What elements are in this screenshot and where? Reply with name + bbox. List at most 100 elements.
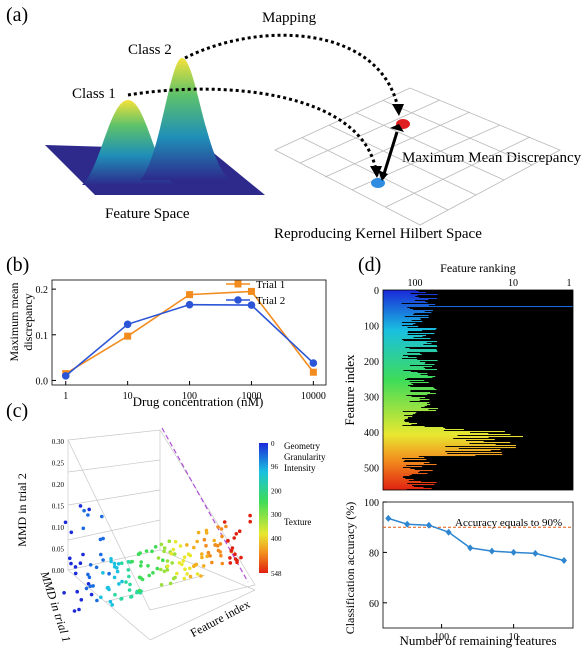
ranking-bar xyxy=(383,298,438,300)
chart-c-point xyxy=(182,576,187,581)
chart-c-point xyxy=(140,577,145,582)
ranking-bar xyxy=(383,430,444,432)
ranking-bar xyxy=(383,393,436,395)
chart-c-point xyxy=(234,532,239,536)
ranking-bar xyxy=(383,389,437,391)
ranking-bar xyxy=(383,472,419,474)
ranking-bar xyxy=(383,353,420,355)
ranking-bar xyxy=(383,457,425,459)
class2-peak xyxy=(140,58,230,180)
ranking-bar xyxy=(383,340,404,342)
ranking-bar xyxy=(383,330,423,332)
ranking-bar xyxy=(383,310,433,312)
chart-b-point xyxy=(247,301,256,309)
chart-c-point xyxy=(167,539,172,543)
ranking-bar xyxy=(383,454,503,456)
chart-c-point xyxy=(150,549,154,554)
ranking-bar xyxy=(383,365,410,367)
ranking-bar xyxy=(383,481,421,483)
chart-c-point xyxy=(228,556,232,560)
chart-c-point xyxy=(199,574,203,578)
chart-c-point xyxy=(220,561,225,566)
chart-b-ylabel-2: discrepancy xyxy=(21,293,35,350)
ranking-bar xyxy=(383,323,416,325)
ranking-bar xyxy=(383,317,429,319)
ranking-bar xyxy=(383,338,431,340)
ranking-bar xyxy=(383,453,448,455)
chart-c-point xyxy=(182,555,187,559)
chart-c-ztick-label: 0.25 xyxy=(52,460,65,468)
chart-c-point xyxy=(86,513,90,517)
ranking-bar xyxy=(383,438,454,440)
chart-c-point xyxy=(112,575,117,580)
ranking-bar xyxy=(383,388,435,390)
ranking-bar xyxy=(383,473,428,475)
ranking-bar xyxy=(383,304,436,306)
rkhs-label: Reproducing Kernel Hilbert Space xyxy=(274,226,482,242)
chart-c-feature-axis-label: Feature index xyxy=(188,597,253,640)
chart-c-point xyxy=(109,559,113,564)
ranking-bar xyxy=(383,394,428,396)
ranking-bar xyxy=(383,370,404,372)
chart-b-point xyxy=(186,291,194,299)
chart-c-point xyxy=(116,562,121,566)
class2-label: Class 2 xyxy=(128,42,172,58)
chart-c-point xyxy=(155,566,160,571)
ranking-bar xyxy=(383,380,425,382)
ranking-bar xyxy=(383,450,491,452)
chart-c-point xyxy=(183,567,187,571)
chart-c-point xyxy=(188,566,192,571)
ranking-bar xyxy=(383,383,412,385)
chart-c-point xyxy=(130,559,134,564)
chart-c-point xyxy=(112,564,117,569)
chart-c-point xyxy=(139,560,143,564)
chart-c-point xyxy=(88,584,92,588)
panel-b: (b) 1 10 100 1000 10000 0.0 0.1 0.2 Trial 1 Tria… xyxy=(0,250,340,410)
ranking-bar xyxy=(383,354,422,356)
ranking-bar xyxy=(383,428,446,430)
chart-b-xtick-label: 10000 xyxy=(301,391,326,402)
ranking-bar xyxy=(383,313,415,315)
ranking-ytick-label: 200 xyxy=(364,357,379,368)
chart-c-point xyxy=(204,543,208,548)
feature-space-label: Feature Space xyxy=(105,206,190,222)
colorbar-tick-label: 300 xyxy=(271,511,282,519)
chart-b-point xyxy=(61,372,70,380)
ranking-bar xyxy=(383,334,408,336)
chart-c-point xyxy=(75,589,79,594)
chart-c-ylabel: MMD in trial 2 xyxy=(15,473,29,547)
ranking-bar xyxy=(383,290,417,292)
chart-c-point xyxy=(165,559,170,563)
ranking-bar xyxy=(383,345,437,347)
ranking-bar xyxy=(383,335,426,337)
ranking-bar xyxy=(383,459,427,461)
ranking-bar xyxy=(383,376,436,378)
chart-c-point xyxy=(94,565,99,570)
ranking-bar xyxy=(383,399,430,401)
ranking-bar xyxy=(383,327,408,329)
ranking-bar xyxy=(383,337,414,339)
ranking-bar xyxy=(383,339,402,341)
chart-c-point xyxy=(79,598,84,602)
chart-c-point xyxy=(233,552,237,556)
chart-c-point xyxy=(171,547,176,552)
chart-c-point xyxy=(87,507,91,512)
ranking-bar xyxy=(383,429,464,431)
chart-c-point xyxy=(216,525,220,529)
ranking-bar xyxy=(383,309,414,311)
ranking-bar xyxy=(383,411,403,413)
colorbar-category-label: Intensity xyxy=(284,463,316,473)
chart-b-series-line xyxy=(65,303,314,377)
ranking-bar xyxy=(383,468,411,470)
ranking-bar xyxy=(383,325,402,327)
ranking-ytick-label: 500 xyxy=(364,464,379,475)
ranking-bar xyxy=(383,381,410,383)
chart-c-point xyxy=(107,571,111,576)
ranking-bar xyxy=(383,407,422,409)
ranking-bar xyxy=(383,364,435,366)
chart-c-point xyxy=(162,569,167,574)
accuracy-xlabel: Number of remaining features xyxy=(399,633,556,648)
colorbar-tick-label: 96 xyxy=(271,463,279,471)
ranking-bar xyxy=(383,446,446,448)
